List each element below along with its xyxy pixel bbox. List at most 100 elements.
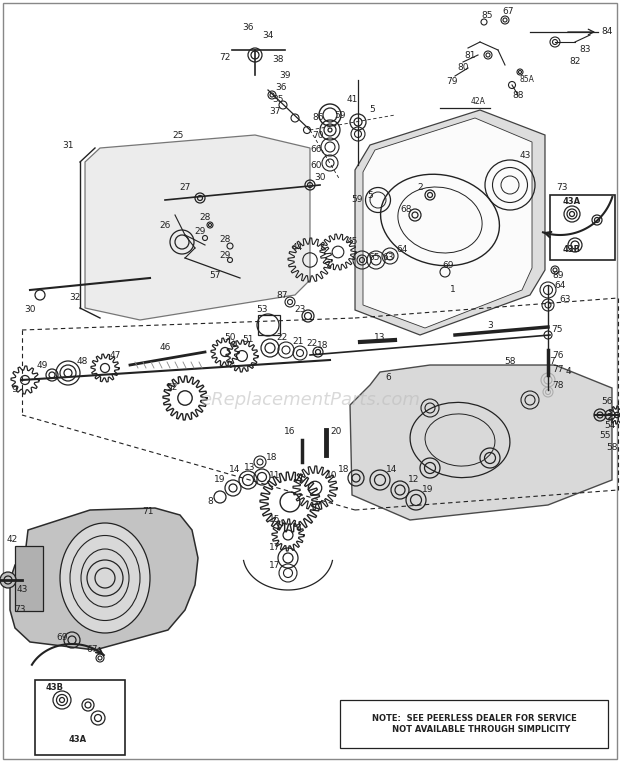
- Text: 45: 45: [347, 236, 358, 246]
- Text: 48: 48: [76, 357, 87, 367]
- Text: 39: 39: [279, 70, 291, 80]
- Text: 42A: 42A: [471, 98, 485, 106]
- Text: 23: 23: [294, 306, 306, 314]
- Text: 22: 22: [306, 339, 317, 347]
- Text: 29: 29: [219, 250, 231, 260]
- Text: 5: 5: [369, 106, 375, 114]
- Text: 71: 71: [142, 508, 154, 516]
- Text: 6: 6: [385, 374, 391, 382]
- Text: 54: 54: [604, 421, 616, 429]
- Text: 15: 15: [269, 515, 281, 525]
- Text: 46: 46: [159, 343, 170, 351]
- Text: 32: 32: [69, 293, 81, 303]
- Bar: [550, 195, 615, 260]
- Text: 38: 38: [272, 56, 284, 64]
- Text: 31: 31: [62, 141, 74, 149]
- Text: 19: 19: [422, 486, 434, 494]
- Text: 43B: 43B: [563, 246, 581, 254]
- Polygon shape: [10, 508, 198, 650]
- Text: 65: 65: [368, 253, 379, 263]
- Text: 44: 44: [291, 243, 303, 253]
- Bar: [15, 546, 43, 611]
- Text: 25: 25: [172, 131, 184, 139]
- Text: 52: 52: [166, 383, 178, 393]
- Polygon shape: [85, 135, 310, 320]
- Text: 73: 73: [556, 184, 568, 192]
- Text: 73: 73: [14, 605, 26, 615]
- Text: 13: 13: [374, 333, 386, 343]
- Text: 60: 60: [310, 160, 322, 170]
- Text: 53: 53: [256, 306, 268, 314]
- Text: 50: 50: [224, 333, 236, 343]
- Text: 43A: 43A: [69, 736, 87, 744]
- Text: 14: 14: [229, 465, 241, 475]
- Text: NOTE:  SEE PEERLESS DEALER FOR SERVICE
       NOT AVAILABLE THROUGH SIMPLICITY: NOTE: SEE PEERLESS DEALER FOR SERVICE NO…: [371, 714, 577, 734]
- Text: 56: 56: [601, 397, 613, 407]
- Text: 37: 37: [269, 107, 281, 117]
- Text: 63: 63: [383, 253, 394, 263]
- Text: 72: 72: [219, 53, 231, 63]
- Text: 69: 69: [56, 633, 68, 643]
- Text: 79: 79: [446, 77, 458, 87]
- Text: 64: 64: [396, 246, 408, 254]
- Text: 10: 10: [326, 471, 338, 479]
- Polygon shape: [355, 110, 545, 335]
- Polygon shape: [350, 365, 612, 520]
- Text: 41: 41: [347, 95, 358, 105]
- Text: 58: 58: [504, 357, 516, 367]
- Text: 84: 84: [601, 27, 613, 37]
- Text: 49: 49: [37, 361, 48, 370]
- Bar: [35, 680, 125, 755]
- Text: 29: 29: [194, 228, 206, 236]
- Text: 85A: 85A: [520, 76, 534, 84]
- Text: 59: 59: [352, 196, 363, 205]
- Text: 17: 17: [269, 561, 281, 571]
- Text: 34: 34: [262, 30, 273, 40]
- Text: 47: 47: [109, 351, 121, 361]
- Ellipse shape: [60, 523, 150, 633]
- Text: 21: 21: [292, 338, 304, 346]
- Circle shape: [0, 572, 16, 588]
- Text: 88: 88: [512, 91, 524, 99]
- Polygon shape: [363, 118, 532, 328]
- Text: 3: 3: [487, 321, 493, 329]
- Text: 82: 82: [569, 58, 581, 66]
- Text: 43A: 43A: [563, 198, 581, 206]
- Text: 28: 28: [219, 235, 231, 245]
- Bar: [340, 700, 608, 748]
- Text: 14: 14: [386, 465, 397, 475]
- Text: 30: 30: [24, 306, 36, 314]
- Text: 43B: 43B: [46, 683, 64, 693]
- Text: eReplacementParts.com: eReplacementParts.com: [200, 391, 420, 409]
- Text: 7: 7: [549, 357, 555, 367]
- Text: 9: 9: [11, 386, 17, 394]
- Text: 30: 30: [314, 174, 326, 182]
- Text: 4: 4: [565, 368, 571, 376]
- Text: 36: 36: [275, 84, 286, 92]
- Text: 81: 81: [464, 51, 476, 59]
- Text: 42: 42: [6, 536, 17, 544]
- Text: 22: 22: [277, 333, 288, 343]
- Text: 43: 43: [16, 586, 28, 594]
- Bar: [258, 315, 280, 335]
- Text: 83: 83: [579, 45, 591, 55]
- Text: 66: 66: [310, 145, 322, 155]
- Text: 18: 18: [317, 340, 329, 350]
- Text: 27: 27: [179, 184, 191, 192]
- Text: 35: 35: [272, 95, 284, 105]
- Text: 51: 51: [242, 335, 254, 345]
- Text: 86: 86: [312, 113, 324, 123]
- Text: 76: 76: [552, 350, 564, 360]
- Text: 67: 67: [502, 8, 514, 16]
- Text: 55: 55: [600, 431, 611, 439]
- Text: 69: 69: [442, 260, 454, 270]
- Text: 17: 17: [269, 543, 281, 553]
- Text: 18: 18: [339, 465, 350, 475]
- Text: 36: 36: [242, 23, 254, 33]
- Text: 87: 87: [277, 290, 288, 300]
- Text: 68: 68: [401, 206, 412, 214]
- Text: 75: 75: [551, 325, 563, 335]
- Text: 18: 18: [266, 454, 278, 462]
- Text: 20: 20: [330, 428, 342, 436]
- Text: 80: 80: [458, 63, 469, 73]
